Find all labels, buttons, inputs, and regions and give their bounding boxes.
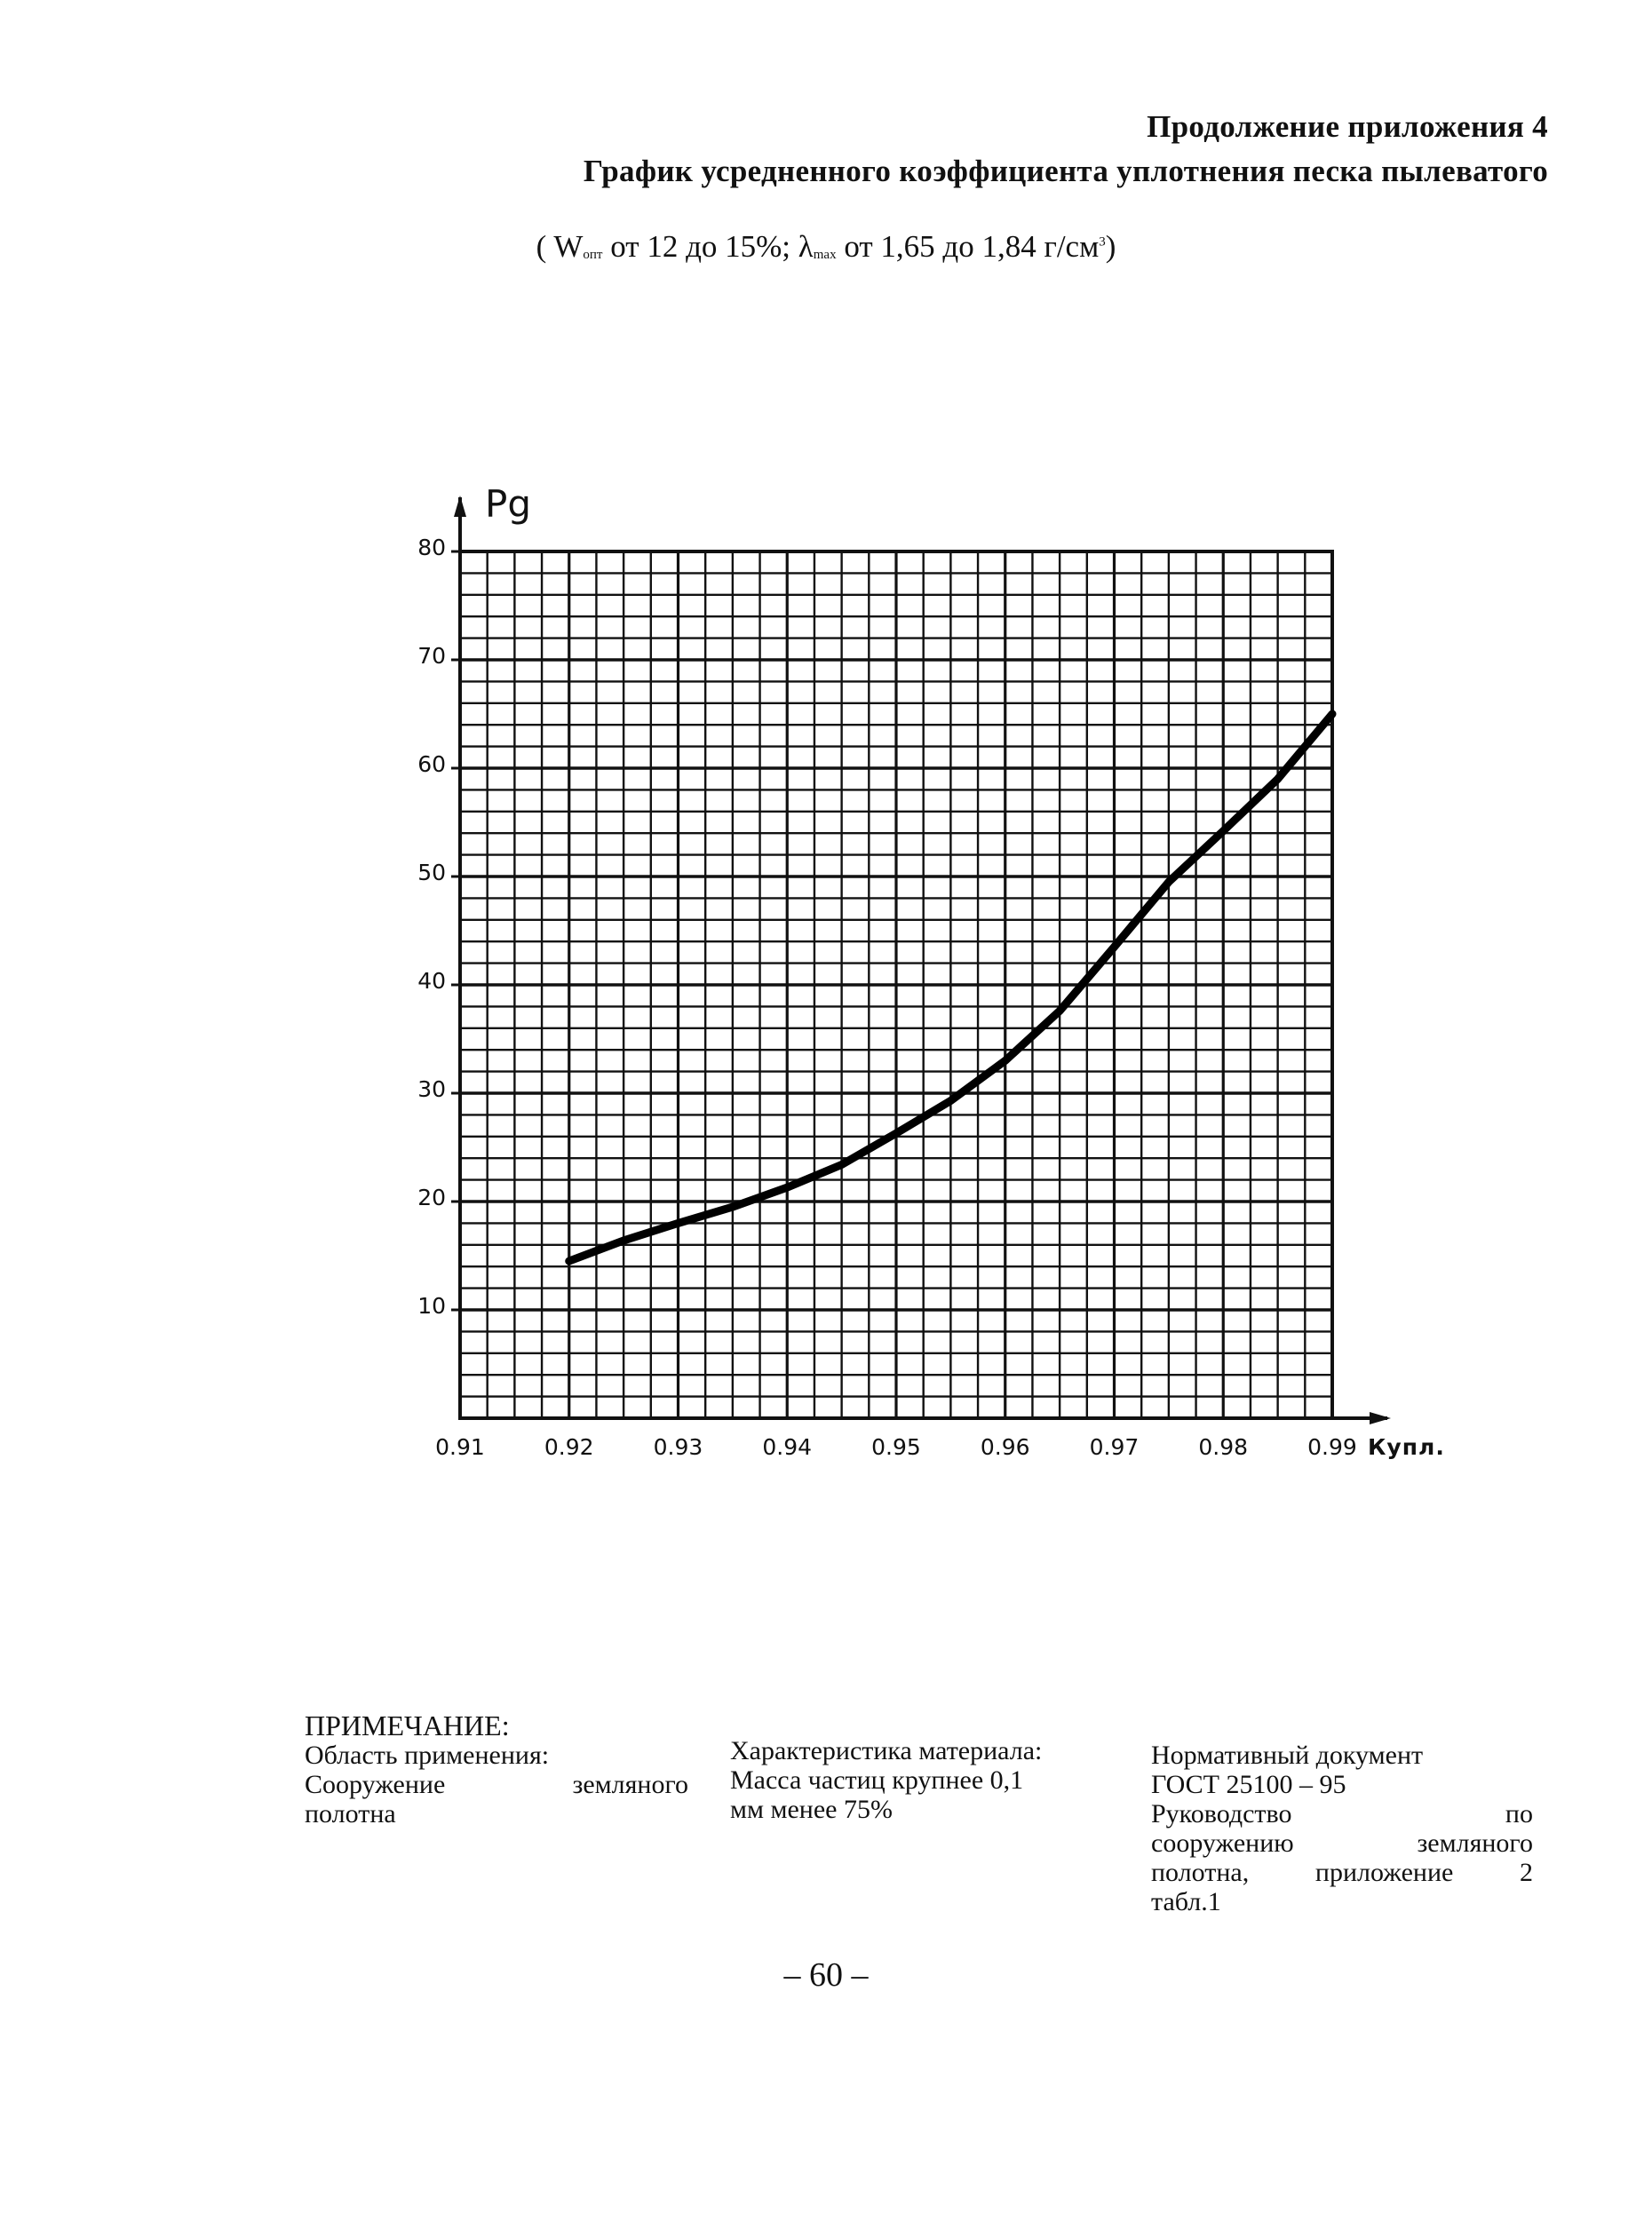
x-tick-label: 0.95 xyxy=(871,1434,921,1460)
y-tick-label: 40 xyxy=(417,968,446,994)
note-scope: Область применения: Сооружение земляного… xyxy=(305,1741,688,1828)
note-normative-line-4: полотна, приложение 2 xyxy=(1151,1858,1533,1887)
formula-w-range: от 12 до 15%; λ xyxy=(602,229,814,264)
note-normative-heading: Нормативный документ xyxy=(1151,1741,1424,1770)
x-tick-label: 0.92 xyxy=(544,1434,594,1460)
formula-close: ) xyxy=(1105,229,1116,264)
note-normative: Нормативный документ ГОСТ 25100 – 95 Рук… xyxy=(1151,1741,1533,1916)
note-normative-line-5: табл.1 xyxy=(1151,1887,1221,1916)
page-title: График усредненного коэффициента уплотне… xyxy=(583,154,1548,188)
formula-w-sub: опт xyxy=(583,248,603,262)
chart-grid xyxy=(458,550,1334,1420)
chart-series xyxy=(565,710,1337,1265)
y-tick-label: 80 xyxy=(417,535,446,560)
note-normative-line-3: сооружению земляного xyxy=(1151,1828,1533,1858)
formula-line: ( Wопт от 12 до 15%; λmax от 1,65 до 1,8… xyxy=(0,229,1652,265)
note-material: Характеристика материала: Масса частиц к… xyxy=(730,1736,1108,1824)
y-axis-arrow-icon xyxy=(454,496,466,517)
series-line xyxy=(565,710,1337,1265)
x-axis-label: Купл. xyxy=(1368,1434,1445,1460)
x-tick-label: 0.97 xyxy=(1090,1434,1140,1460)
formula-lambda-sub: max xyxy=(813,248,837,262)
page-number: – 60 – xyxy=(783,1956,869,1994)
x-tick-label: 0.99 xyxy=(1307,1434,1357,1460)
y-tick-label: 60 xyxy=(417,751,446,777)
note-normative-line-2: Руководство по xyxy=(1151,1799,1533,1828)
appendix-label: Продолжение приложения 4 xyxy=(1147,109,1548,144)
note-scope-line-1: Сооружение земляного xyxy=(305,1770,688,1799)
x-axis-arrow-icon xyxy=(1370,1412,1391,1424)
formula-unit-sup: 3 xyxy=(1099,234,1106,250)
x-tick-label: 0.93 xyxy=(654,1434,703,1460)
formula-lambda-range: от 1,65 до 1,84 г/см xyxy=(836,229,1100,264)
chart-axes xyxy=(451,496,1391,1424)
y-tick-label: 20 xyxy=(417,1185,446,1210)
note-material-line-2: мм менее 75% xyxy=(730,1795,893,1824)
y-axis-label: Pg xyxy=(485,482,531,526)
chart-tick-labels: 10 20 30 40 50 60 70 80 0.91 0.92 0.93 0.94 0.95 0.96… xyxy=(417,535,1357,1460)
y-tick-label: 50 xyxy=(417,860,446,885)
header: Продолжение приложения 4 График усреднен… xyxy=(584,105,1548,194)
compaction-chart: 10 20 30 40 50 60 70 80 0.91 0.92 0.93 0.94 0.95 0.96… xyxy=(417,482,1445,1460)
y-tick-label: 30 xyxy=(417,1076,446,1102)
y-tick-label: 70 xyxy=(417,643,446,669)
formula-open: ( W xyxy=(536,229,584,264)
x-tick-label: 0.94 xyxy=(762,1434,812,1460)
x-tick-label: 0.91 xyxy=(435,1434,485,1460)
note-material-heading: Характеристика материала: xyxy=(730,1736,1043,1765)
x-tick-label: 0.98 xyxy=(1198,1434,1248,1460)
note-normative-line-1: ГОСТ 25100 – 95 xyxy=(1151,1770,1346,1799)
note-scope-heading: Область применения: xyxy=(305,1741,550,1770)
note-material-line-1: Масса частиц крупнее 0,1 xyxy=(730,1765,1024,1795)
note-title: ПРИМЕЧАНИЕ: xyxy=(305,1709,510,1741)
note-scope-line-2: полотна xyxy=(305,1799,396,1828)
y-tick-label: 10 xyxy=(417,1293,446,1319)
x-tick-label: 0.96 xyxy=(981,1434,1030,1460)
